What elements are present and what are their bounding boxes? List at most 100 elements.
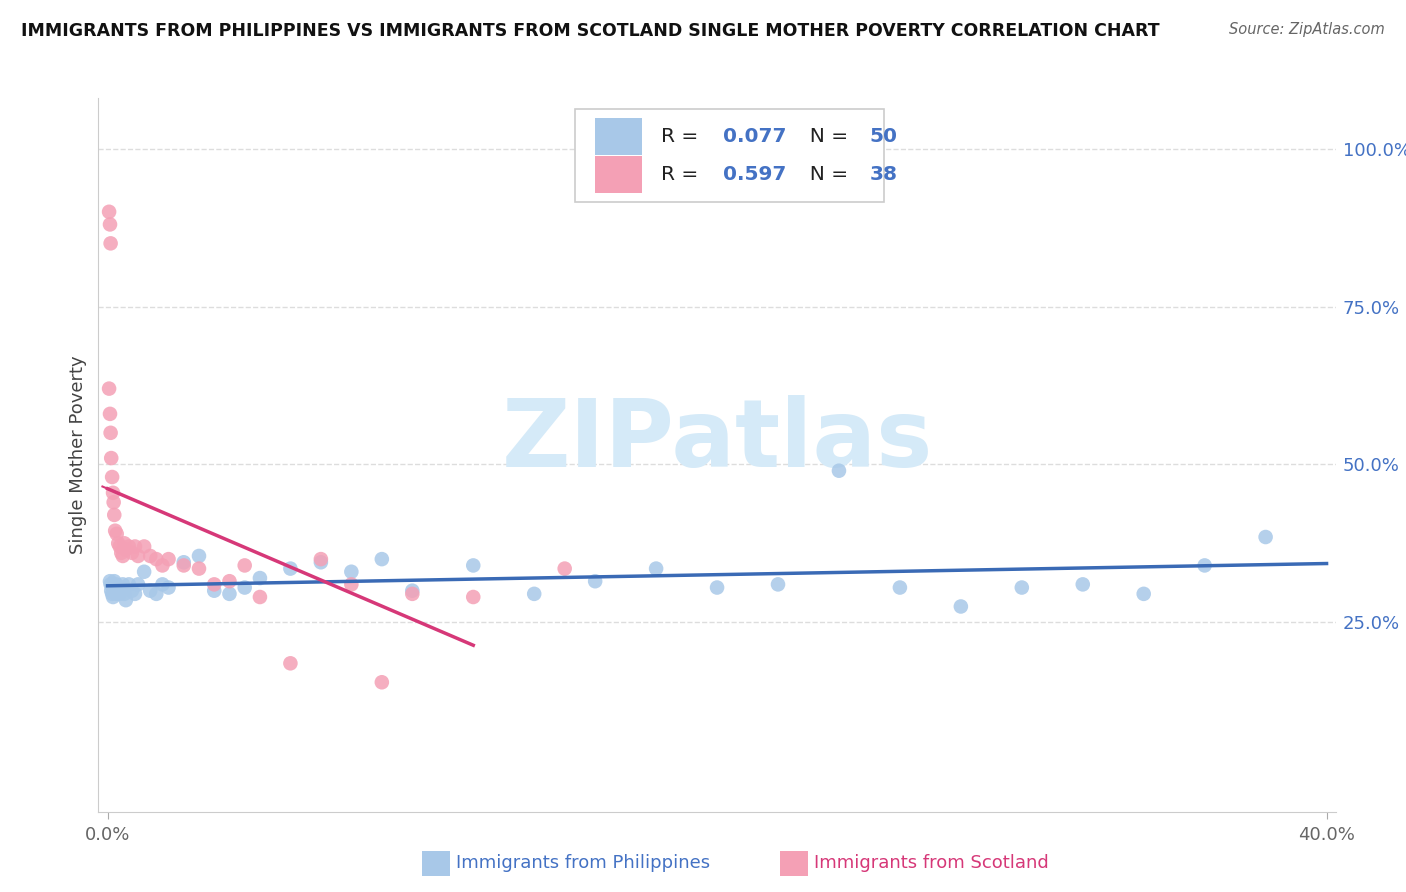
Point xyxy=(523,587,546,601)
Point xyxy=(115,542,138,557)
Point xyxy=(108,587,131,601)
Text: N =: N = xyxy=(797,165,855,184)
Point xyxy=(145,587,167,601)
Point xyxy=(463,590,485,604)
Point xyxy=(104,524,127,538)
Point xyxy=(103,508,125,522)
Point xyxy=(105,577,128,591)
Y-axis label: Single Mother Poverty: Single Mother Poverty xyxy=(69,356,87,554)
Point xyxy=(103,581,125,595)
Point xyxy=(98,204,121,219)
Text: R =: R = xyxy=(661,128,704,146)
Point xyxy=(98,407,121,421)
Point xyxy=(152,577,174,591)
Point xyxy=(134,565,156,579)
Text: Immigrants from Philippines: Immigrants from Philippines xyxy=(456,855,710,872)
Point xyxy=(371,552,394,566)
Point xyxy=(139,549,162,563)
Point xyxy=(121,546,143,560)
Point xyxy=(1011,581,1033,595)
Point xyxy=(202,577,225,591)
Point xyxy=(949,599,972,614)
Point xyxy=(105,587,128,601)
Point xyxy=(152,558,174,573)
Point xyxy=(101,590,124,604)
Point xyxy=(645,561,668,575)
Point xyxy=(249,590,271,604)
Point xyxy=(121,583,143,598)
Point xyxy=(218,587,240,601)
Text: 38: 38 xyxy=(869,165,897,184)
Point xyxy=(101,470,124,484)
Text: 0.597: 0.597 xyxy=(723,165,786,184)
Point xyxy=(101,485,124,500)
Point xyxy=(188,561,211,575)
Point xyxy=(309,555,332,569)
Point xyxy=(98,574,121,589)
Point xyxy=(100,577,122,591)
Text: IMMIGRANTS FROM PHILIPPINES VS IMMIGRANTS FROM SCOTLAND SINGLE MOTHER POVERTY CO: IMMIGRANTS FROM PHILIPPINES VS IMMIGRANT… xyxy=(21,22,1160,40)
Point xyxy=(111,549,134,563)
Point xyxy=(110,581,132,595)
Point xyxy=(118,540,141,554)
Point xyxy=(107,583,129,598)
Point xyxy=(554,561,576,575)
Point xyxy=(340,565,363,579)
Text: Source: ZipAtlas.com: Source: ZipAtlas.com xyxy=(1229,22,1385,37)
Point xyxy=(249,571,271,585)
Point xyxy=(100,451,122,466)
Text: N =: N = xyxy=(797,128,855,146)
Text: Immigrants from Scotland: Immigrants from Scotland xyxy=(814,855,1049,872)
Point xyxy=(766,577,789,591)
Point xyxy=(583,574,606,589)
Point xyxy=(115,593,138,607)
Point xyxy=(118,577,141,591)
Point xyxy=(145,552,167,566)
Point xyxy=(173,558,195,573)
Point xyxy=(111,577,134,591)
Point xyxy=(889,581,911,595)
Text: 50: 50 xyxy=(869,128,897,146)
Point xyxy=(108,540,131,554)
Point xyxy=(233,581,256,595)
Point xyxy=(100,236,122,251)
Point xyxy=(127,577,149,591)
FancyBboxPatch shape xyxy=(595,156,641,193)
Point xyxy=(124,540,146,554)
FancyBboxPatch shape xyxy=(595,118,641,155)
Point xyxy=(280,657,302,671)
Point xyxy=(309,552,332,566)
Text: R =: R = xyxy=(661,165,704,184)
Point xyxy=(124,587,146,601)
Point xyxy=(371,675,394,690)
Point xyxy=(104,583,127,598)
Point xyxy=(98,382,121,396)
Point xyxy=(157,581,180,595)
Point xyxy=(1132,587,1154,601)
Point xyxy=(107,536,129,550)
Point xyxy=(1071,577,1094,591)
Point xyxy=(100,583,122,598)
Point xyxy=(110,546,132,560)
Point xyxy=(401,587,423,601)
Point xyxy=(103,495,125,509)
Point xyxy=(340,577,363,591)
Point xyxy=(103,574,125,589)
Point xyxy=(100,425,122,440)
Point xyxy=(463,558,485,573)
Point xyxy=(127,549,149,563)
Point xyxy=(134,540,156,554)
Point xyxy=(173,555,195,569)
Point xyxy=(157,552,180,566)
Point xyxy=(188,549,211,563)
Text: ZIPatlas: ZIPatlas xyxy=(502,394,932,487)
Point xyxy=(1254,530,1277,544)
Point xyxy=(112,587,135,601)
Point xyxy=(98,218,121,232)
Point xyxy=(202,583,225,598)
Point xyxy=(828,464,851,478)
Point xyxy=(112,536,135,550)
Point xyxy=(1194,558,1216,573)
Point xyxy=(233,558,256,573)
Point xyxy=(101,587,124,601)
